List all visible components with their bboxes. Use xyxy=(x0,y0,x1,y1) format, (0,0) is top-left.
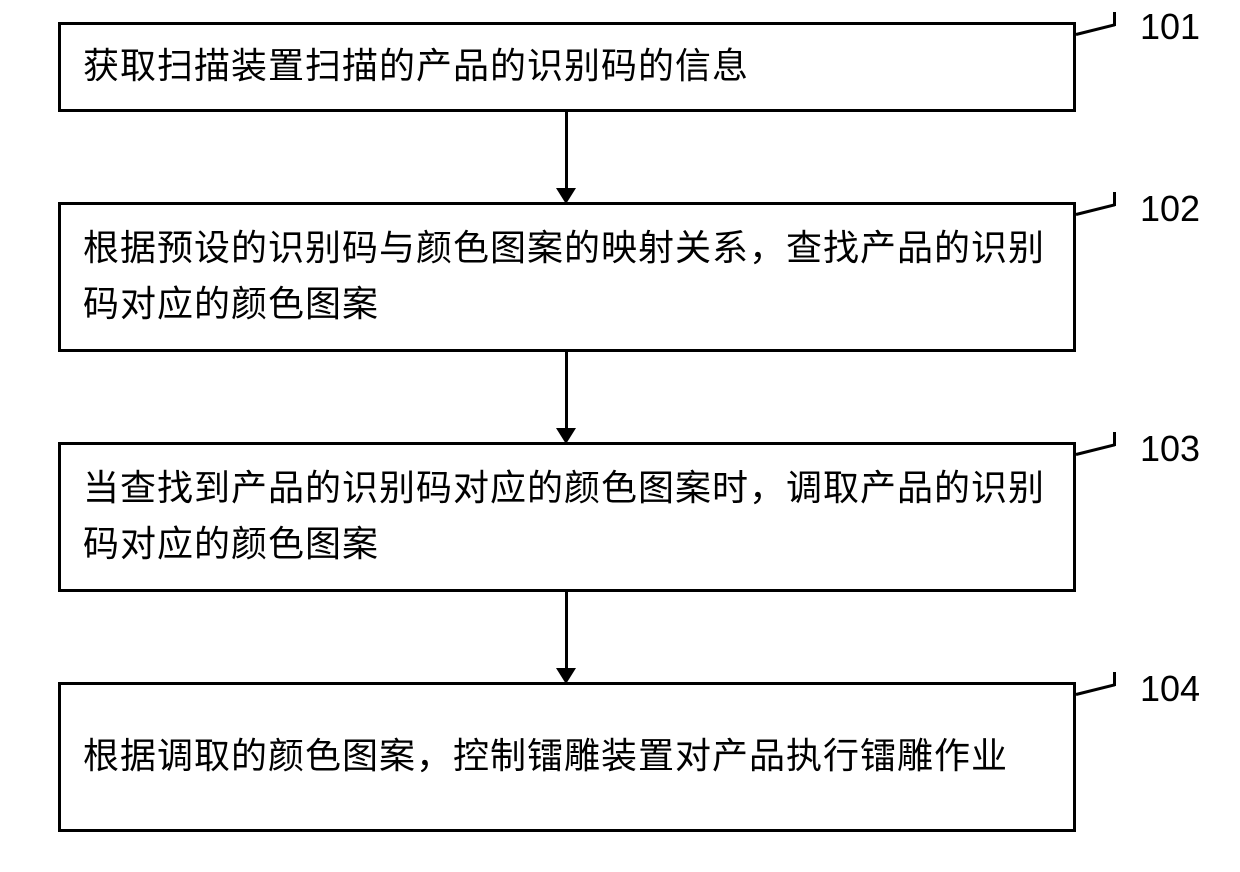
step-number-101: 101 xyxy=(1140,6,1200,48)
flow-node-text: 根据调取的颜色图案，控制镭雕装置对产品执行镭雕作业 xyxy=(83,729,1008,785)
leader-line xyxy=(1113,12,1116,26)
flow-node-text: 获取扫描装置扫描的产品的识别码的信息 xyxy=(83,39,749,95)
leader-line xyxy=(1113,672,1116,686)
flow-arrow xyxy=(565,112,568,188)
step-number-103: 103 xyxy=(1140,428,1200,470)
step-number-102: 102 xyxy=(1140,188,1200,230)
leader-line xyxy=(1113,432,1116,446)
leader-line xyxy=(1076,23,1116,36)
flow-node-text: 根据预设的识别码与颜色图案的映射关系，查找产品的识别码对应的颜色图案 xyxy=(83,221,1051,333)
flow-node: 当查找到产品的识别码对应的颜色图案时，调取产品的识别码对应的颜色图案 xyxy=(58,442,1076,592)
flow-node: 根据调取的颜色图案，控制镭雕装置对产品执行镭雕作业 xyxy=(58,682,1076,832)
leader-line xyxy=(1076,443,1116,456)
flow-node: 根据预设的识别码与颜色图案的映射关系，查找产品的识别码对应的颜色图案 xyxy=(58,202,1076,352)
leader-line xyxy=(1113,192,1116,206)
flow-node-text: 当查找到产品的识别码对应的颜色图案时，调取产品的识别码对应的颜色图案 xyxy=(83,461,1051,573)
step-number-104: 104 xyxy=(1140,668,1200,710)
flow-arrow xyxy=(565,352,568,428)
flow-node: 获取扫描装置扫描的产品的识别码的信息 xyxy=(58,22,1076,112)
leader-line xyxy=(1076,683,1116,696)
leader-line xyxy=(1076,203,1116,216)
flow-arrow xyxy=(565,592,568,668)
